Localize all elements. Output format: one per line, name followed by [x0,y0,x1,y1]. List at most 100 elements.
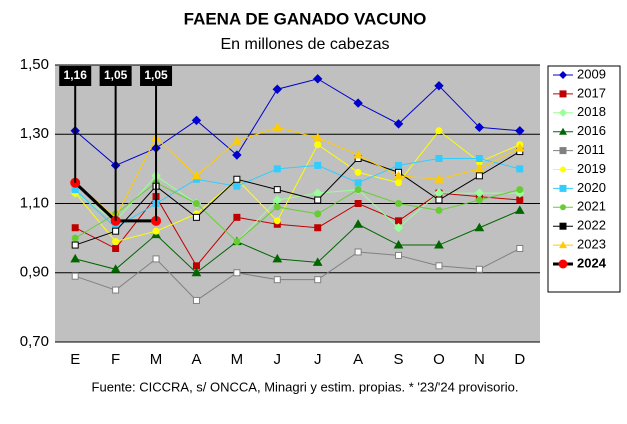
x-tick-label: J [274,351,282,368]
data-point [314,196,322,204]
data-point [71,234,79,242]
data-point [273,217,281,225]
x-tick-label: F [111,351,120,368]
data-point [516,245,524,253]
data-point [273,165,281,173]
data-label: 1,16 [64,68,88,82]
data-point [514,143,525,152]
data-point [233,269,241,277]
data-point [353,219,363,228]
legend-label: 2021 [577,199,606,214]
data-point [514,205,525,214]
data-point [233,213,241,221]
legend-label: 2011 [577,142,605,157]
x-tick-label: M [150,351,163,368]
data-point [312,132,323,142]
data-point [313,74,323,84]
data-point [435,262,443,270]
data-point [393,240,404,249]
label-box [59,66,92,86]
legend-marker [559,108,567,117]
legend-marker [559,90,567,98]
data-point [353,150,363,159]
x-tick-label: E [70,351,80,368]
legend-marker [559,241,567,249]
data-point [71,224,79,232]
data-point [395,217,403,225]
data-point [354,179,362,187]
data-point [112,245,120,253]
legend-label: 2017 [577,85,606,100]
legend-marker [558,259,568,269]
data-point [191,115,202,126]
data-point [71,241,79,249]
x-tick-label: S [394,351,404,368]
data-point [112,286,120,294]
legend-label: 2022 [577,218,606,233]
chart-subtitle: En millones de cabezas [221,36,390,53]
data-point [393,223,404,233]
legend [547,65,621,293]
data-point [474,163,485,173]
data-point [232,150,242,160]
data-label: 1,05 [144,68,168,82]
series-line [75,248,521,302]
data-point [191,170,202,180]
data-point [475,172,483,180]
data-point [475,265,483,273]
series-line [75,151,521,246]
data-point [70,253,81,263]
data-point [475,196,483,204]
data-point [312,257,323,266]
data-point [233,182,241,190]
data-point [435,206,443,214]
data-point [435,154,443,162]
source-note: Fuente: CICCRA, s/ ONCCA, Minagri y esti… [92,379,519,394]
legend-marker [560,166,566,173]
data-point [192,296,200,304]
data-point [354,186,362,194]
data-point [272,122,283,131]
data-point [516,165,524,173]
data-point [273,276,281,284]
legend-marker [559,147,567,155]
data-point [152,255,160,263]
data-point [395,179,403,187]
data-point [515,126,525,136]
series-line [74,130,520,243]
series-line [74,126,521,219]
legend-marker [560,204,566,211]
data-point [354,168,362,176]
data-point [314,141,322,149]
legend-label: 2024 [577,255,607,270]
data-point [474,222,485,232]
legend-marker [559,222,567,230]
data-point [314,276,322,284]
series-line [75,209,520,274]
data-point [435,196,443,204]
legend-label: 2018 [577,104,606,119]
data-point [314,161,322,169]
data-point [434,174,444,183]
data-point [516,196,524,204]
data-point [71,272,79,280]
data-point [191,267,202,277]
data-point [395,161,403,169]
data-point [475,154,483,162]
series-line [74,175,520,243]
y-tick-label: 1,50 [20,56,49,73]
data-point [434,81,444,91]
legend-marker [559,71,567,79]
data-point [110,264,121,273]
label-box [140,66,173,86]
data-point [192,213,200,221]
data-point [314,224,322,232]
data-point [354,200,362,207]
x-tick-label: M [231,351,244,368]
series-line [74,192,520,267]
legend-marker [559,184,567,192]
y-tick-label: 1,10 [20,194,49,211]
y-tick-label: 0,90 [20,264,49,281]
x-tick-label: A [353,351,363,368]
